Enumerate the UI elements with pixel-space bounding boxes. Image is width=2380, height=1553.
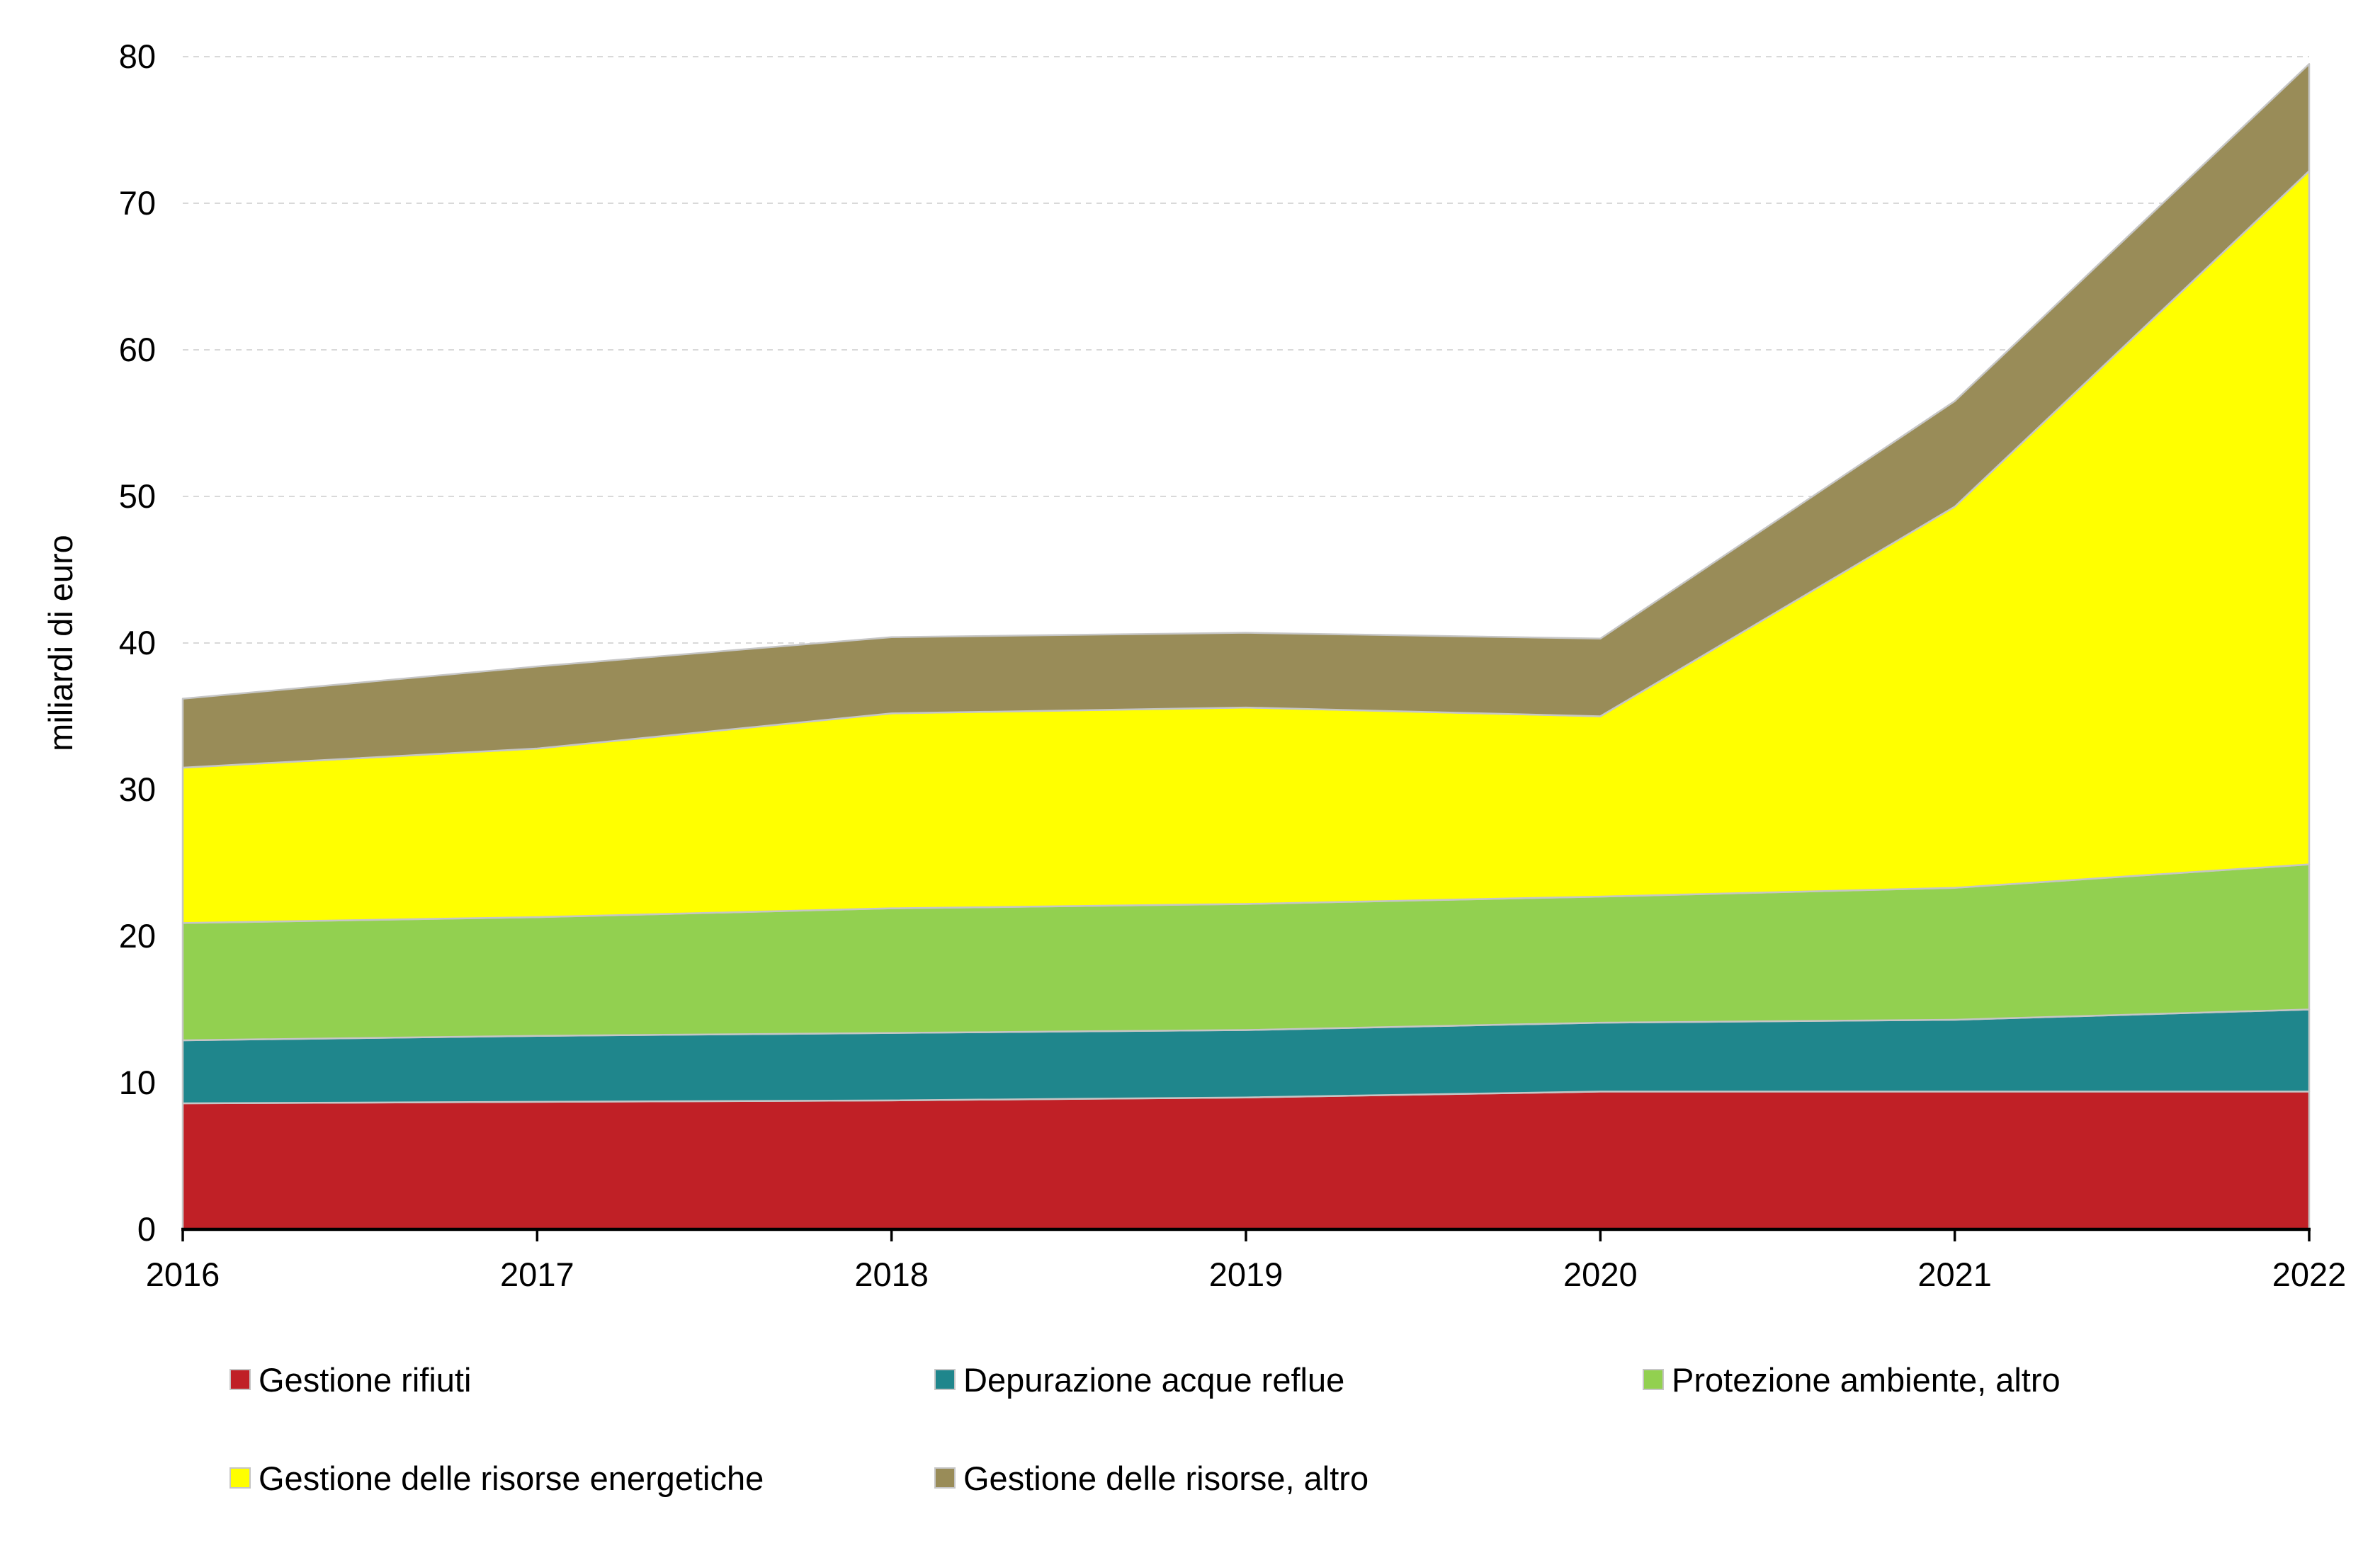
y-tick-label-80: 80	[119, 38, 156, 75]
area-gestione-delle-risorse-energetiche	[181, 170, 2311, 924]
x-tick-label-2018: 2018	[854, 1256, 929, 1293]
legend-swatch-depurazione-acque-reflue	[934, 1369, 956, 1390]
legend-swatch-gestione-rifiuti	[230, 1369, 251, 1390]
legend-item-protezione-ambiente-altro: Protezione ambiente, altro	[1643, 1361, 2061, 1399]
x-tick-label-2020: 2020	[1563, 1256, 1638, 1293]
x-tick-label-2017: 2017	[500, 1256, 574, 1293]
legend-item-depurazione-acque-reflue: Depurazione acque reflue	[934, 1361, 1344, 1399]
legend-label-gestione-rifiuti: Gestione rifiuti	[259, 1361, 471, 1399]
legend-item-gestione-delle-risorse-altro: Gestione delle risorse, altro	[934, 1460, 1368, 1497]
area-gestione-rifiuti	[181, 1091, 2311, 1231]
legend-item-gestione-rifiuti: Gestione rifiuti	[230, 1361, 471, 1399]
y-tick-label-20: 20	[119, 917, 156, 955]
legend-swatch-protezione-ambiente-altro	[1643, 1369, 1664, 1390]
area-gestione-delle-risorse-altro	[181, 63, 2311, 769]
legend-label-gestione-delle-risorse-altro: Gestione delle risorse, altro	[963, 1460, 1368, 1497]
y-tick-label-10: 10	[119, 1064, 156, 1101]
y-tick-label-30: 30	[119, 770, 156, 808]
legend-label-gestione-delle-risorse-energetiche: Gestione delle risorse energetiche	[259, 1460, 764, 1497]
y-tick-labels: 0 10 20 30 40 50 60 70 80	[119, 38, 156, 1248]
x-tick-label-2021: 2021	[1917, 1256, 1992, 1293]
legend-item-gestione-delle-risorse-energetiche: Gestione delle risorse energetiche	[230, 1460, 764, 1497]
y-tick-label-40: 40	[119, 624, 156, 661]
area-series	[181, 63, 2311, 1231]
legend-label-depurazione-acque-reflue: Depurazione acque reflue	[963, 1361, 1344, 1399]
x-tick-labels: 2016 2017 2018 2019 2020 2021 2022	[146, 1256, 2347, 1293]
legend-label-protezione-ambiente-altro: Protezione ambiente, altro	[1672, 1361, 2061, 1399]
y-tick-label-60: 60	[119, 331, 156, 368]
y-axis-title: miliardi di euro	[42, 535, 79, 751]
x-tick-label-2019: 2019	[1209, 1256, 1284, 1293]
x-tick-label-2022: 2022	[2272, 1256, 2347, 1293]
legend: Gestione rifiuti Depurazione acque reflue…	[230, 1361, 2061, 1497]
legend-swatch-gestione-delle-risorse-energetiche	[230, 1467, 251, 1489]
x-tick-label-2016: 2016	[146, 1256, 220, 1293]
y-tick-label-70: 70	[119, 184, 156, 222]
x-tick-marks	[181, 1229, 2311, 1241]
y-tick-label-50: 50	[119, 477, 156, 515]
legend-swatch-gestione-delle-risorse-altro	[934, 1467, 956, 1489]
y-tick-label-0: 0	[137, 1210, 156, 1248]
